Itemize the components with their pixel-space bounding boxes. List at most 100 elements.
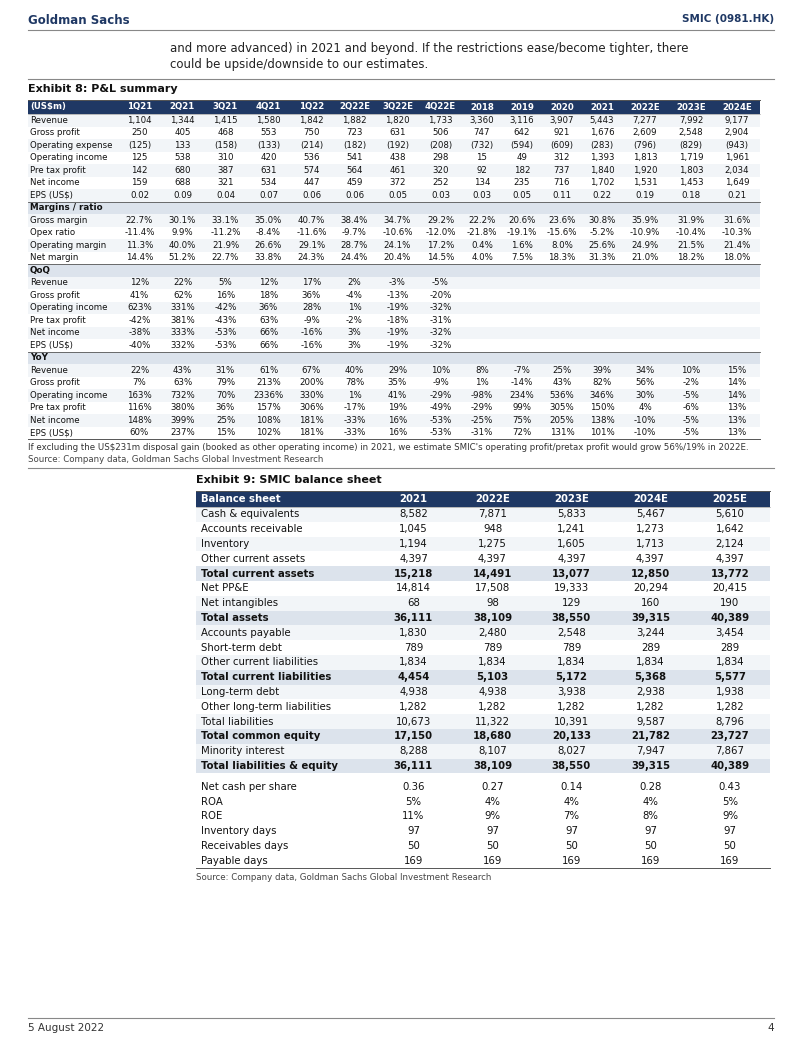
Text: 2019: 2019 [510,103,534,112]
Text: 0.06: 0.06 [345,191,364,200]
Text: 1,840: 1,840 [589,166,614,175]
Text: 0.21: 0.21 [727,191,747,200]
Text: 11%: 11% [403,811,424,821]
Text: 0.05: 0.05 [388,191,407,200]
Text: 310: 310 [217,153,233,162]
Text: 181%: 181% [299,428,324,438]
Text: 306%: 306% [299,403,324,413]
Text: 50: 50 [723,841,736,851]
Text: 12%: 12% [130,278,149,287]
Text: 5,577: 5,577 [714,672,746,682]
Text: 40%: 40% [345,366,364,374]
Text: 160: 160 [641,598,660,608]
Text: 921: 921 [554,129,570,137]
Bar [28,214,760,226]
Text: -14%: -14% [511,379,533,387]
Text: 30%: 30% [635,391,654,399]
Text: 14,491: 14,491 [473,568,512,579]
Text: 0.4%: 0.4% [471,241,493,250]
Text: 138%: 138% [589,416,614,425]
Text: 25%: 25% [553,366,572,374]
Bar [196,581,770,596]
Text: 24.9%: 24.9% [631,241,658,250]
Text: 61%: 61% [259,366,278,374]
Text: EPS (US$): EPS (US$) [30,428,73,438]
Text: 8,796: 8,796 [715,717,744,727]
Text: 22.7%: 22.7% [212,253,239,262]
Text: 17.2%: 17.2% [427,241,454,250]
Text: 1,676: 1,676 [589,129,614,137]
Text: -33%: -33% [343,416,366,425]
Bar [28,314,760,327]
Text: 41%: 41% [388,391,407,399]
Text: 4: 4 [768,1022,774,1033]
Text: 13,772: 13,772 [711,568,749,579]
Text: -32%: -32% [429,329,452,337]
Text: 1,642: 1,642 [715,524,744,534]
Text: If excluding the US$231m disposal gain (booked as other operating income) in 202: If excluding the US$231m disposal gain (… [28,443,748,452]
Text: 1%: 1% [347,391,362,399]
Text: 1,702: 1,702 [589,178,614,188]
Text: 33.8%: 33.8% [255,253,282,262]
Text: 1,282: 1,282 [399,702,427,711]
Text: Operating margin: Operating margin [30,241,106,250]
Text: -9%: -9% [432,379,449,387]
Text: 40.7%: 40.7% [298,216,325,225]
Text: -18%: -18% [387,315,409,325]
Text: 142: 142 [132,166,148,175]
Text: -53%: -53% [429,428,452,438]
Text: 36%: 36% [302,290,321,300]
Text: 1,820: 1,820 [385,116,410,124]
Text: 75%: 75% [512,416,532,425]
Text: -19%: -19% [387,329,409,337]
Text: (829): (829) [679,141,703,149]
Text: 19,333: 19,333 [554,584,589,593]
Text: 12,850: 12,850 [631,568,670,579]
Text: 372: 372 [389,178,406,188]
Text: 8,288: 8,288 [399,747,427,756]
Text: -16%: -16% [300,341,322,349]
Text: Net income: Net income [30,329,79,337]
Text: -19.1%: -19.1% [507,228,537,237]
Text: 101%: 101% [589,428,614,438]
Text: 0.28: 0.28 [639,782,662,792]
Text: 3Q22E: 3Q22E [382,103,413,112]
Text: 21.9%: 21.9% [212,241,239,250]
Text: 0.03: 0.03 [472,191,492,200]
Text: 82%: 82% [593,379,612,387]
Text: 732%: 732% [170,391,195,399]
Text: 24.1%: 24.1% [384,241,411,250]
Text: 4,397: 4,397 [715,554,744,564]
Text: 34.7%: 34.7% [384,216,411,225]
Text: 2,480: 2,480 [478,627,507,638]
Text: 9,587: 9,587 [636,717,665,727]
Text: 2024E: 2024E [633,494,668,504]
Text: 13,077: 13,077 [552,568,591,579]
Text: -8.4%: -8.4% [256,228,281,237]
Text: 2022E: 2022E [630,103,660,112]
Text: Inventory: Inventory [201,539,249,549]
Text: 1,834: 1,834 [399,657,427,668]
Bar [28,352,760,364]
Bar [196,853,770,868]
Text: 459: 459 [346,178,363,188]
Text: -5%: -5% [432,278,449,287]
Text: 190: 190 [720,598,739,608]
Text: Net income: Net income [30,416,79,425]
Bar [196,655,770,670]
Text: Total current assets: Total current assets [201,568,314,579]
Text: 298: 298 [432,153,448,162]
Text: -9%: -9% [303,315,320,325]
Text: 1,275: 1,275 [478,539,507,549]
Text: 5,368: 5,368 [634,672,666,682]
Text: (283): (283) [590,141,614,149]
Text: 4,397: 4,397 [636,554,665,564]
Text: 3,116: 3,116 [510,116,534,124]
Text: 72%: 72% [512,428,532,438]
Text: 4,397: 4,397 [557,554,586,564]
Bar [196,729,770,744]
Text: Pre tax profit: Pre tax profit [30,403,86,413]
Text: Receivables days: Receivables days [201,841,289,851]
Text: 399%: 399% [170,416,195,425]
Text: 320: 320 [432,166,449,175]
